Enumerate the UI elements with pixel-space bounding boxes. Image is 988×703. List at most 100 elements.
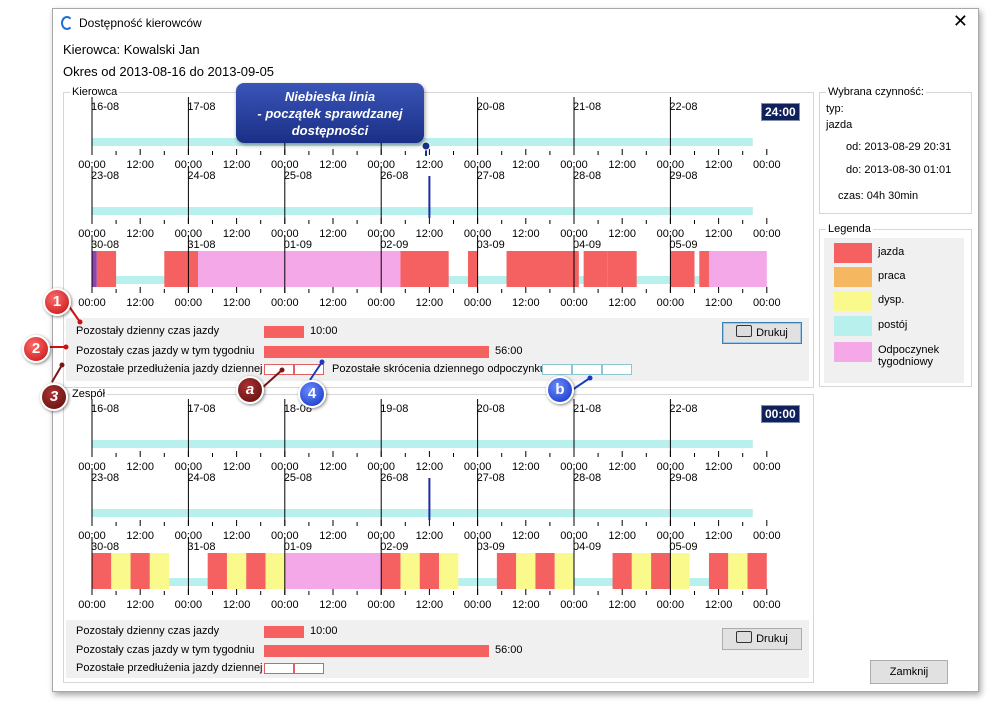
team-row3-activity-block (149, 553, 170, 589)
rest-reductions-label: Pozostałe skrócenia dziennego odpoczynku (332, 363, 547, 375)
team-row2-time-label: 12:00 (223, 530, 251, 542)
team-daily-drive-value: 10:00 (310, 625, 338, 637)
driver-row3-activity-block (607, 251, 637, 287)
team-extension-slot (264, 663, 294, 674)
team-row3-activity-block (496, 553, 517, 589)
driver-print-button[interactable]: Drukuj (722, 322, 802, 344)
team-row3-activity-block (612, 553, 632, 589)
activity-to: do: 2013-08-30 01:01 (846, 164, 952, 176)
activity-type-value: jazda (826, 119, 853, 131)
driver-row2-time-label: 00:00 (753, 228, 781, 240)
annotation-arrow-head (63, 344, 69, 350)
team-row3-time-label: 00:00 (753, 599, 781, 611)
driver-row3-time-label: 12:00 (705, 297, 733, 309)
team-print-button[interactable]: Drukuj (722, 628, 802, 650)
driver-row1-time-label: 00:00 (78, 159, 106, 171)
team-row2-time-label: 00:00 (464, 530, 492, 542)
driver-row3-time-label: 00:00 (367, 297, 395, 309)
team-row3-time-label: 00:00 (78, 599, 106, 611)
activity-type-label: typ: (826, 103, 844, 115)
annotation-arrow-head (319, 359, 325, 365)
driver-row3-time-label: 00:00 (464, 297, 492, 309)
team-row3-activity-block (284, 553, 382, 589)
team-row2-day-label: 26-08 (380, 472, 408, 484)
legend-panel: Legenda jazda praca dysp. postój Odpoczy… (819, 223, 972, 387)
daily-drive-value: 10:00 (310, 325, 338, 337)
team-row2-time-label: 00:00 (367, 530, 395, 542)
driver-row1-time-label: 00:00 (464, 159, 492, 171)
team-row3-time-label: 12:00 (319, 599, 347, 611)
extension-slot (264, 364, 294, 375)
driver-row1-day-label: 22-08 (669, 101, 697, 113)
team-row2-time-label: 12:00 (319, 530, 347, 542)
team-row3-activity-block (439, 553, 459, 589)
driver-row2-day-label: 27-08 (477, 170, 505, 182)
driver-name: Kierowca: Kowalski Jan (63, 42, 200, 57)
driver-row2-time-label: 00:00 (175, 228, 203, 240)
print-label: Drukuj (756, 327, 788, 339)
badge-2: 2 (22, 335, 50, 363)
close-icon[interactable]: ✕ (952, 11, 968, 31)
driver-row3-time-label: 12:00 (223, 297, 251, 309)
annotation-arrow-head (279, 367, 285, 373)
team-weekly-drive-bar (264, 645, 489, 657)
team-row2-time-label: 00:00 (657, 530, 685, 542)
badge-b: b (546, 376, 574, 404)
team-row2-time-label: 00:00 (271, 530, 299, 542)
team-row3-day-label: 30-08 (91, 541, 119, 553)
callout-text: Niebieska linia - początek sprawdzanej d… (257, 89, 403, 138)
callout-pointer-dot (421, 141, 431, 151)
team-row3-time-label: 00:00 (367, 599, 395, 611)
team-row1-time-label: 00:00 (753, 461, 781, 473)
driver-row3-activity-block (699, 251, 709, 287)
driver-row3-activity-block (708, 251, 767, 287)
team-row1-day-label: 19-08 (380, 403, 408, 415)
team-row1-day-label: 17-08 (187, 403, 215, 415)
driver-row2-time-label: 00:00 (657, 228, 685, 240)
selected-activity-panel: Wybrana czynność: typ: jazda od: 2013-08… (819, 86, 972, 214)
rest-reduction-slot (572, 364, 602, 375)
weekly-drive-value: 56:00 (495, 345, 523, 357)
available-swatch (834, 291, 872, 311)
team-weekly-drive-label: Pozostały czas jazdy w tym tygodniu (76, 644, 255, 656)
driver-row3-activity-block (96, 251, 117, 287)
team-group-title: Zespół (70, 388, 108, 400)
driver-row3-activity-block (506, 251, 579, 287)
driver-row1-time-label: 12:00 (608, 159, 636, 171)
driver-row1-time-label: 12:00 (126, 159, 154, 171)
driver-row1-time-label: 00:00 (753, 159, 781, 171)
app-icon (61, 16, 73, 30)
driver-row3-activity-block (164, 251, 199, 287)
printer-icon (736, 631, 753, 643)
close-label: Zamknij (889, 666, 929, 678)
driver-row1-time-label: 00:00 (175, 159, 203, 171)
team-row1-day-label: 20-08 (477, 403, 505, 415)
team-row1-time-label: 00:00 (271, 461, 299, 473)
team-row3-time-label: 12:00 (416, 599, 444, 611)
team-row1-time-label: 00:00 (464, 461, 492, 473)
driver-row2-time-label: 12:00 (126, 228, 154, 240)
close-button[interactable]: Zamknij (870, 660, 948, 684)
team-row3-time-label: 00:00 (464, 599, 492, 611)
team-row3-activity-block (400, 553, 420, 589)
team-row1-time-label: 12:00 (705, 461, 733, 473)
driver-row3-time-label: 00:00 (657, 297, 685, 309)
team-row3-activity-block (207, 553, 227, 589)
driver-row3-day-label: 31-08 (187, 239, 215, 251)
team-row1-time-label: 12:00 (223, 461, 251, 473)
badge-a: a (236, 376, 264, 404)
weekly-rest-swatch (834, 342, 872, 362)
driver-row3-time-label: 12:00 (608, 297, 636, 309)
team-row2-time-label: 12:00 (416, 530, 444, 542)
team-row3-time-label: 12:00 (126, 599, 154, 611)
driver-row3-time-label: 12:00 (126, 297, 154, 309)
driver-row2-day-label: 26-08 (380, 170, 408, 182)
legend-label: praca (878, 270, 906, 282)
annotation-arrow (571, 377, 591, 391)
annotation-arrow (261, 369, 283, 389)
driver-row2-time-label: 12:00 (512, 228, 540, 240)
driver-row2-day-label: 24-08 (187, 170, 215, 182)
daily-drive-bar (264, 326, 304, 338)
team-row3-time-label: 12:00 (705, 599, 733, 611)
driver-row1-day-label: 21-08 (573, 101, 601, 113)
